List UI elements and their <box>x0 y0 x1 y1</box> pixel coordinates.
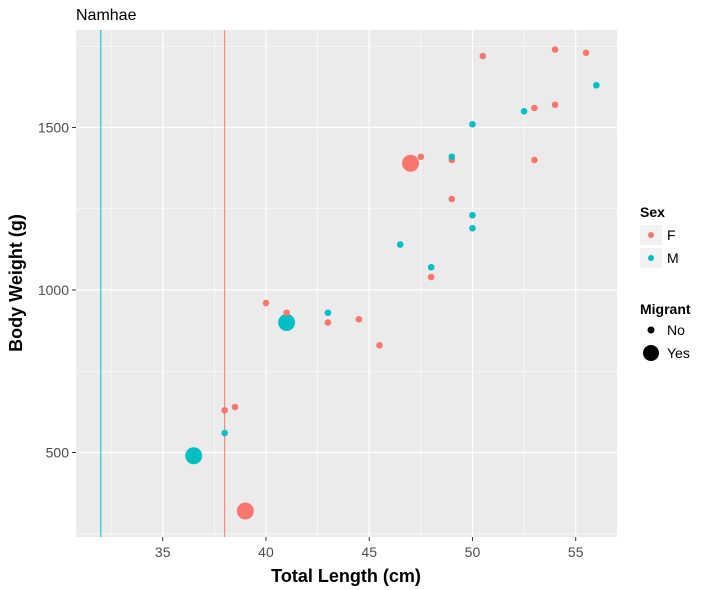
data-point <box>402 154 420 172</box>
y-tick-label: 1500 <box>38 120 69 136</box>
data-point <box>236 502 254 520</box>
data-point <box>231 403 239 411</box>
data-point <box>551 46 559 53</box>
data-point <box>221 429 228 437</box>
legend-key-yes <box>643 345 659 361</box>
data-point <box>469 120 476 128</box>
chart-title: Namhae <box>76 7 137 24</box>
x-axis-label: Total Length (cm) <box>271 566 421 586</box>
data-point <box>479 52 487 60</box>
data-point <box>520 107 528 115</box>
data-point <box>531 104 538 112</box>
x-tick-label: 55 <box>568 544 584 560</box>
legend-sex-title: Sex <box>640 204 665 220</box>
data-point <box>427 263 435 271</box>
legend-label-m: M <box>667 250 679 266</box>
y-axis-label: Body Weight (g) <box>6 214 26 352</box>
data-point <box>221 406 228 414</box>
data-point <box>355 315 363 323</box>
legend-key-m <box>648 255 654 261</box>
data-point <box>469 211 476 219</box>
y-tick-label: 1000 <box>38 282 69 298</box>
data-point <box>376 341 383 349</box>
x-tick-label: 35 <box>155 544 171 560</box>
reference-lines <box>100 30 226 537</box>
major-gridlines <box>76 30 617 537</box>
data-points <box>185 46 600 520</box>
minor-gridlines <box>76 30 617 537</box>
data-point <box>469 224 476 232</box>
data-point <box>324 309 332 317</box>
legend-migrant-title: Migrant <box>640 301 691 317</box>
data-point <box>417 153 425 161</box>
legend-label-yes: Yes <box>667 345 690 361</box>
data-point <box>582 49 590 57</box>
data-point <box>427 273 435 281</box>
data-point <box>593 81 600 89</box>
axes: 35 40 45 50 55 500 1000 1500 <box>38 120 584 561</box>
legend-key-no <box>647 326 655 334</box>
legend: Sex F M Migrant No Yes <box>640 204 691 361</box>
data-point <box>448 195 456 203</box>
legend-key-f <box>648 232 654 238</box>
x-tick-label: 50 <box>465 544 481 560</box>
legend-label-no: No <box>667 322 685 338</box>
legend-label-f: F <box>667 227 676 243</box>
data-point <box>551 101 559 109</box>
data-point <box>185 447 203 465</box>
data-point <box>448 153 456 161</box>
data-point <box>278 314 296 331</box>
data-point <box>531 156 538 164</box>
x-tick-label: 40 <box>258 544 274 560</box>
data-point <box>262 299 270 307</box>
data-point <box>283 309 290 317</box>
data-point <box>396 241 404 248</box>
data-point <box>324 319 332 326</box>
x-tick-label: 45 <box>361 544 377 560</box>
y-tick-label: 500 <box>46 445 70 461</box>
